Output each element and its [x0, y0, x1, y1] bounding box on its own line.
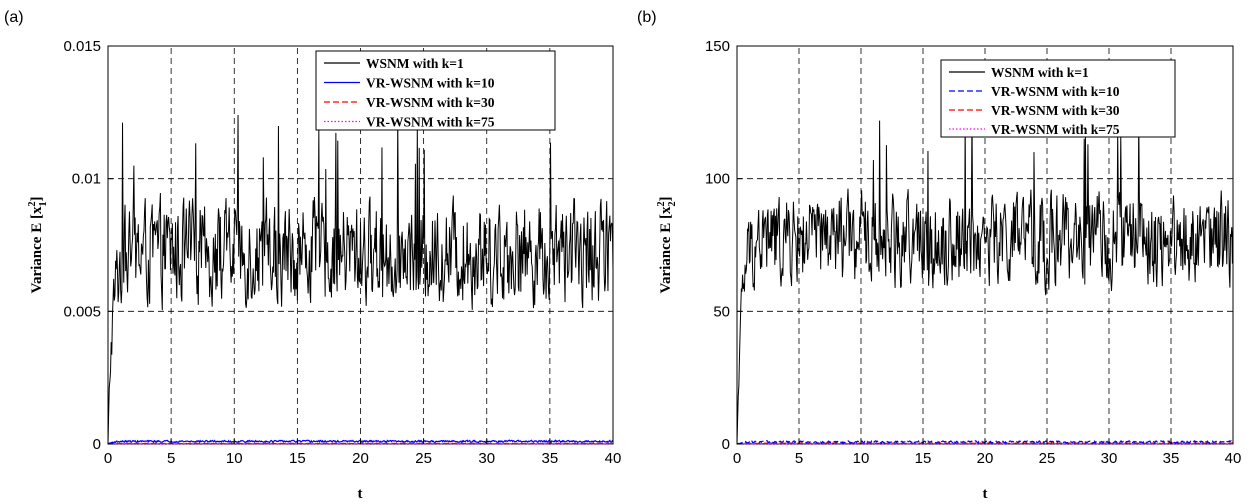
- legend-label-4: VR-WSNM with k=75: [991, 122, 1120, 137]
- panel-a-ylabel-sub: 1: [38, 202, 49, 207]
- x-tick-label: 10: [226, 450, 243, 467]
- panel-a: (a) 0 5 10 15 20 25 30 35 40 0 0.005 0.01 0.015 t V…: [4, 9, 621, 502]
- legend-label-1: WSNM with k=1: [991, 65, 1089, 80]
- panel-a-y-axis-title: Variance E [x21]: [27, 197, 49, 294]
- x-tick-label: 25: [1039, 450, 1056, 467]
- x-tick-label: 10: [853, 450, 870, 467]
- x-tick-label: 15: [915, 450, 932, 467]
- panel-b-x-ticks: 0 5 10 15 20 25 30 35 40: [733, 439, 1242, 467]
- x-tick-label: 35: [1163, 450, 1180, 467]
- y-tick-label: 100: [705, 171, 730, 188]
- panel-a-ylabel-main: Variance E [x: [29, 206, 45, 293]
- x-tick-label: 40: [1225, 450, 1242, 467]
- legend-label-2: VR-WSNM with k=10: [366, 76, 495, 91]
- x-tick-label: 30: [1101, 450, 1118, 467]
- x-tick-label: 30: [478, 450, 495, 467]
- y-tick-label: 0.015: [63, 38, 101, 55]
- y-tick-label: 0.005: [63, 303, 101, 320]
- y-tick-label: 0: [93, 436, 101, 453]
- y-tick-label: 0: [722, 436, 730, 453]
- legend-label-2: VR-WSNM with k=10: [991, 84, 1120, 99]
- legend-label-3: VR-WSNM with k=30: [366, 95, 495, 110]
- panel-b-y-ticks: 0 50 100 150: [705, 38, 742, 453]
- series-line-3: [736, 442, 1234, 445]
- panel-b-legend: WSNM with k=1 VR-WSNM with k=10 VR-WSNM wi…: [940, 59, 1176, 138]
- legend-label-3: VR-WSNM with k=30: [991, 103, 1120, 118]
- legend-label-4: VR-WSNM with k=75: [366, 115, 495, 130]
- panel-a-ylabel-sup: 2: [27, 202, 38, 207]
- panel-b-ylabel-sub: 2: [667, 202, 678, 207]
- x-tick-label: 0: [733, 450, 741, 467]
- panel-a-x-ticks: 0 5 10 15 20 25 30 35 40: [104, 439, 622, 467]
- series-line-1: [107, 115, 614, 445]
- x-tick-label: 35: [542, 450, 559, 467]
- x-tick-label: 5: [167, 450, 175, 467]
- x-tick-label: 20: [977, 450, 994, 467]
- legend-label-1: WSNM with k=1: [366, 56, 464, 71]
- panel-b-ylabel-sup: 2: [656, 202, 667, 207]
- panel-a-ylabel-end: ]: [29, 197, 45, 202]
- panel-b-label: (b): [637, 9, 657, 26]
- y-tick-label: 50: [713, 303, 730, 320]
- panel-a-legend-box: [315, 50, 556, 131]
- panel-b-ylabel-main: Variance E [x: [658, 206, 674, 293]
- panel-a-label: (a): [4, 9, 24, 26]
- x-tick-label: 40: [605, 450, 622, 467]
- panel-a-legend: WSNM with k=1 VR-WSNM with k=10 VR-WSNM wi…: [315, 50, 556, 131]
- x-tick-label: 0: [104, 450, 112, 467]
- series-line-1: [736, 111, 1234, 445]
- panel-b-ylabel-end: ]: [658, 197, 674, 202]
- panel-a-x-axis-title: t: [358, 486, 363, 502]
- x-tick-label: 15: [289, 450, 306, 467]
- x-tick-label: 20: [352, 450, 369, 467]
- x-tick-label: 25: [415, 450, 432, 467]
- panel-b-x-axis-title: t: [983, 486, 988, 502]
- panel-b-legend-box: [940, 59, 1176, 138]
- panel-b: (b) 0 5 10 15 20 25 30 35 40 0 50 100 150 t Varianc…: [637, 9, 1241, 502]
- x-tick-label: 5: [795, 450, 803, 467]
- y-tick-label: 0.01: [72, 171, 101, 188]
- y-tick-label: 150: [705, 38, 730, 55]
- panel-b-y-axis-title: Variance E [x22]: [656, 197, 678, 294]
- panel-a-y-ticks: 0 0.005 0.01 0.015: [63, 38, 113, 453]
